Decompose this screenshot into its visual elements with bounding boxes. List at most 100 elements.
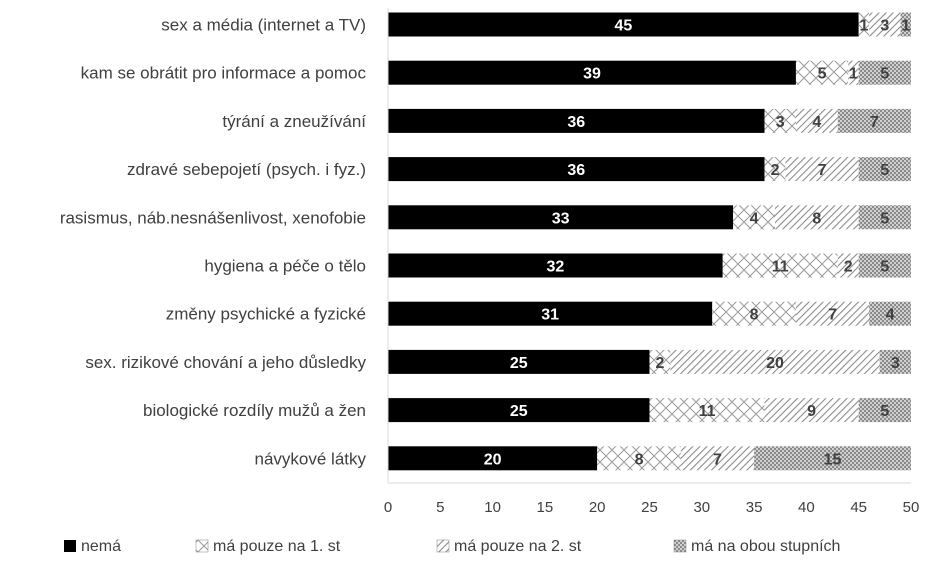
bar-segment-1 [388, 446, 598, 471]
data-label: 3 [776, 114, 785, 131]
bar-segment-4 [858, 398, 911, 423]
data-label: 36 [567, 162, 585, 179]
data-label: 8 [750, 307, 759, 324]
data-label: 5 [880, 259, 889, 276]
data-label: 2 [771, 162, 780, 179]
x-tick-label: 45 [850, 499, 867, 516]
bar-segment-1 [388, 253, 723, 278]
bar-segment-2 [649, 398, 765, 423]
bar-segment-2 [733, 205, 776, 230]
data-label: 5 [880, 210, 889, 227]
legend-swatch [436, 539, 450, 553]
x-tick-label: 50 [903, 499, 920, 516]
bar-segment-2 [722, 253, 838, 278]
bar-segment-2 [649, 349, 671, 374]
legend-swatch [195, 539, 209, 553]
x-tick-label: 35 [746, 499, 763, 516]
legend-label: má pouze na 1. st [213, 538, 341, 555]
category-label: zdravé sebepojetí (psych. i fyz.) [127, 160, 366, 179]
bar-segment-1 [388, 108, 765, 133]
data-label: 5 [880, 162, 889, 179]
bar-segment-1 [388, 157, 765, 182]
data-label: 45 [614, 18, 632, 35]
data-label: 3 [891, 355, 900, 372]
category-label: změny psychické a fyzické [166, 305, 366, 324]
bar-segment-4 [858, 253, 911, 278]
bar-segment-3 [775, 205, 859, 230]
data-label: 7 [713, 451, 722, 468]
data-label: 20 [766, 355, 784, 372]
data-label: 1 [901, 18, 910, 35]
data-label: 4 [812, 114, 821, 131]
x-tick-label: 25 [641, 499, 658, 516]
bar-segment-4 [900, 12, 911, 37]
data-label: 2 [656, 355, 665, 372]
data-label: 31 [541, 307, 559, 324]
category-label: rasismus, náb.nesnášenlivost, xenofobie [60, 208, 366, 227]
data-label: 3 [880, 18, 889, 35]
bar-segment-3 [869, 12, 901, 37]
category-label: biologické rozdíly mužů a žen [143, 401, 366, 420]
data-label: 15 [824, 451, 842, 468]
bar-segment-4 [837, 108, 911, 133]
bar-segment-1 [388, 349, 650, 374]
data-label: 1 [859, 18, 868, 35]
bar-segment-1 [388, 60, 796, 85]
data-label: 8 [812, 210, 821, 227]
category-label: sex a média (internet a TV) [161, 16, 366, 35]
bar-segment-3 [764, 398, 859, 423]
bar-segment-3 [785, 157, 859, 182]
data-label: 5 [818, 66, 827, 83]
x-tick-label: 10 [484, 499, 501, 516]
bar-segment-2 [858, 12, 870, 37]
category-label: kam se obrátit pro informace a pomoc [81, 64, 367, 83]
bar-segment-4 [858, 205, 911, 230]
data-label: 39 [583, 66, 601, 83]
data-label: 7 [870, 114, 879, 131]
legend-label: nemá [81, 538, 121, 555]
legend-swatch [673, 539, 687, 553]
x-tick-label: 20 [589, 499, 606, 516]
data-label: 33 [552, 210, 570, 227]
bar-segment-1 [388, 398, 650, 423]
x-tick-label: 30 [693, 499, 710, 516]
data-label: 36 [567, 114, 585, 131]
data-label: 25 [510, 355, 528, 372]
x-tick-label: 40 [798, 499, 815, 516]
bar-segment-2 [795, 60, 849, 85]
data-label: 5 [880, 403, 889, 420]
data-label: 25 [510, 403, 528, 420]
bar-segment-4 [869, 301, 911, 326]
bar-segment-3 [680, 446, 755, 471]
bar-segment-2 [764, 108, 796, 133]
data-label: 11 [699, 403, 716, 420]
category-label: návykové látky [255, 449, 367, 468]
bar-segment-3 [670, 349, 880, 374]
data-label: 5 [880, 66, 889, 83]
bar-segment-1 [388, 301, 713, 326]
legend-swatch [64, 540, 76, 552]
x-tick-label: 15 [537, 499, 554, 516]
bar-segment-2 [764, 157, 786, 182]
data-label: 8 [635, 451, 644, 468]
data-label: 7 [828, 307, 837, 324]
bar-segment-2 [712, 301, 796, 326]
data-label: 4 [886, 307, 895, 324]
bar-segment-4 [879, 349, 911, 374]
data-label: 1 [849, 66, 858, 83]
category-label: týrání a zneužívání [222, 112, 366, 131]
category-label: sex. rizikové chování a jeho důsledky [85, 353, 366, 372]
legend-label: má na obou stupních [691, 538, 840, 555]
x-tick-label: 5 [436, 499, 444, 516]
bar-segment-3 [848, 60, 859, 85]
bar-segment-3 [837, 253, 859, 278]
bar-segment-3 [795, 108, 838, 133]
bar-segment-1 [388, 205, 734, 230]
bar-segment-4 [754, 446, 911, 471]
legend-label: má pouze na 2. st [454, 538, 582, 555]
bar-segment-4 [858, 60, 911, 85]
bar-segment-4 [858, 157, 911, 182]
bar-segment-2 [597, 446, 681, 471]
data-label: 4 [750, 210, 759, 227]
